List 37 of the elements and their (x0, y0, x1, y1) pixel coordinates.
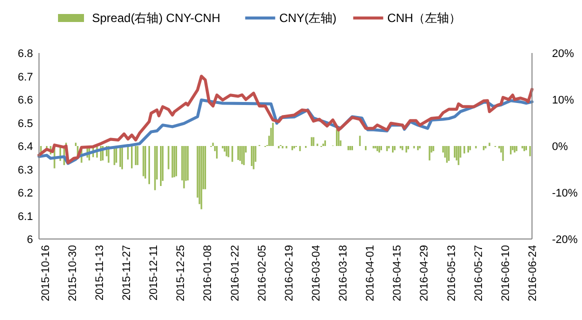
y2-tick-label: -10% (552, 188, 578, 200)
y-tick-label: 6.2 (18, 188, 33, 200)
y-tick-label: 6.7 (18, 71, 33, 84)
line-series (38, 74, 534, 164)
x-tick-label: 2015-10-30 (66, 245, 79, 302)
y2-tick-label: -20% (552, 234, 578, 246)
legend-label: CNH（左轴） (387, 11, 462, 25)
y2-tick-label: 0% (552, 141, 568, 153)
y-tick-label: 6.6 (18, 94, 33, 106)
x-tick-label: 2016-06-24 (527, 245, 539, 302)
y-tick-label: 6.4 (18, 141, 33, 153)
x-tick-label: 2016-03-18 (338, 245, 350, 302)
y-tick-label: 6.3 (18, 164, 33, 176)
y2-tick-label: 10% (552, 94, 574, 106)
x-tick-label: 2016-06-10 (500, 245, 512, 302)
x-tick-label: 2016-04-15 (392, 245, 404, 302)
x-tick-label: 2016-01-22 (229, 245, 242, 302)
y-tick-label: 6 (26, 234, 33, 246)
x-tick-label: 2016-05-27 (472, 245, 485, 302)
x-tick-label: 2015-10-16 (40, 245, 52, 302)
y2-tick-label: 20% (552, 48, 574, 60)
x-tick-label: 2016-01-08 (202, 245, 214, 302)
y-tick-label: 6.5 (18, 118, 33, 130)
x-tick-label: 2016-04-29 (418, 245, 431, 302)
legend-label: CNY(左轴) (279, 11, 337, 25)
x-tick-label: 2016-03-04 (310, 245, 322, 302)
x-tick-label: 2016-02-19 (283, 245, 296, 302)
x-tick-label: 2016-05-13 (446, 245, 458, 302)
x-tick-label: 2015-11-13 (94, 245, 106, 300)
y-tick-label: 6.8 (18, 48, 33, 60)
x-tick-label: 2015-12-25 (175, 245, 188, 302)
x-tick-label: 2016-02-05 (256, 245, 268, 302)
x-tick-label: 2015-11-27 (121, 245, 133, 300)
x-tick-label: 2016-04-01 (364, 245, 377, 302)
y-tick-label: 6.1 (18, 210, 33, 223)
x-tick-label: 2015-12-11 (148, 245, 160, 300)
legend-label: Spread(右轴) CNY-CNH (92, 11, 220, 25)
